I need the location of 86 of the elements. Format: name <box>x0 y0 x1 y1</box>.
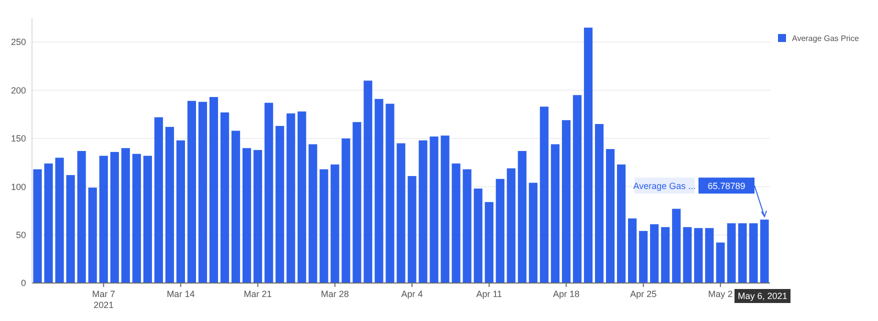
x-tick-label: May 2 <box>708 289 733 299</box>
bar <box>99 156 108 283</box>
bar <box>474 188 482 283</box>
bar <box>220 112 230 283</box>
y-tick-label: 0 <box>20 278 26 288</box>
bar <box>121 148 130 283</box>
x-tick-label: Apr 25 <box>630 289 657 299</box>
bar <box>606 149 615 283</box>
bar <box>528 182 538 283</box>
bar <box>55 158 64 283</box>
x-tick-label: Apr 11 <box>476 289 502 299</box>
bar <box>352 122 362 283</box>
bar <box>330 164 340 283</box>
legend-label: Average Gas Price <box>792 34 860 43</box>
bar <box>617 164 626 283</box>
bar <box>484 202 494 283</box>
annotation: 65.78789 <box>708 180 746 191</box>
bar <box>286 113 296 283</box>
bar <box>408 176 416 283</box>
bar <box>66 175 75 283</box>
bar <box>506 168 516 283</box>
bar <box>386 104 394 283</box>
bar <box>584 28 593 283</box>
bar <box>594 124 604 283</box>
bar <box>462 169 472 283</box>
annotation: Average Gas ... <box>633 180 696 191</box>
y-tick-label: 200 <box>10 85 26 96</box>
bar <box>683 227 692 283</box>
bar <box>452 164 460 283</box>
bar <box>276 126 284 283</box>
bar <box>518 150 526 283</box>
bar <box>738 223 747 283</box>
y-tick-label: 150 <box>10 134 26 144</box>
bar <box>628 218 637 283</box>
x-tick-label: Apr 18 <box>552 289 580 299</box>
bar <box>661 227 670 283</box>
x-tick-label: Mar 7 2021 <box>92 289 116 310</box>
bar <box>231 130 240 283</box>
x-tick-label: Mar 21 <box>244 289 272 299</box>
bar <box>760 220 769 283</box>
bar <box>418 140 428 283</box>
x-tick-label: Apr 4 <box>401 289 423 299</box>
bar <box>242 148 252 283</box>
y-tick-label: 50 <box>16 230 26 240</box>
bar <box>44 164 53 283</box>
bar <box>727 223 736 283</box>
bar <box>320 169 328 283</box>
bar <box>440 136 450 283</box>
bar <box>187 100 196 283</box>
bar <box>198 102 208 283</box>
bar <box>254 150 262 283</box>
bar <box>298 111 306 283</box>
bar <box>132 154 141 283</box>
bar <box>77 150 86 283</box>
y-tick-label: 100 <box>10 182 26 192</box>
bar <box>110 152 119 283</box>
bar <box>154 117 163 283</box>
bar <box>33 169 42 283</box>
bar <box>749 223 758 283</box>
bar <box>716 242 725 283</box>
bar <box>705 228 714 283</box>
bar <box>364 80 372 283</box>
bar <box>540 106 548 283</box>
bar <box>165 126 174 283</box>
bar <box>342 138 350 283</box>
bar <box>496 178 504 283</box>
bar <box>209 97 218 283</box>
y-tick-label: 250 <box>10 37 26 48</box>
bar <box>572 95 582 283</box>
bar <box>264 102 274 283</box>
bar <box>143 156 152 283</box>
bar <box>430 136 438 283</box>
bar <box>694 228 703 283</box>
bar <box>308 144 318 283</box>
bar <box>672 208 681 283</box>
bar <box>550 144 560 283</box>
x-tick-label: Mar 28 <box>320 289 349 299</box>
bar <box>396 143 406 283</box>
bar <box>562 120 571 283</box>
bar <box>650 224 659 283</box>
bar <box>176 140 185 283</box>
text: May 6, 2021 <box>738 291 788 302</box>
bar <box>88 188 97 283</box>
bar <box>639 230 648 283</box>
bar <box>374 98 384 283</box>
x-tick-label: Mar 14 <box>166 289 195 299</box>
